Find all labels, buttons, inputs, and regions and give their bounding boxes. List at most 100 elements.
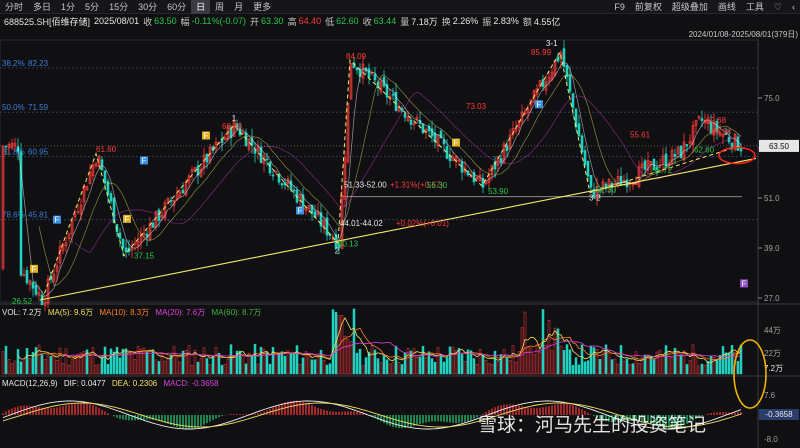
period-tab-9[interactable]: 月 bbox=[234, 1, 244, 12]
highlight-circle bbox=[718, 146, 756, 165]
period-tab-5[interactable]: 30分 bbox=[138, 1, 158, 12]
volume-bar bbox=[322, 360, 326, 375]
volume-bar bbox=[28, 358, 32, 375]
volume-bar bbox=[166, 357, 170, 375]
candle-body bbox=[292, 189, 296, 192]
toolbar-tool-4[interactable]: 工具 bbox=[745, 1, 764, 12]
volume-bar bbox=[592, 347, 596, 375]
volume-bar bbox=[454, 350, 458, 375]
candle-body bbox=[706, 120, 710, 125]
volume-bar bbox=[346, 338, 350, 375]
volume-bar bbox=[475, 363, 479, 375]
period-tab-1[interactable]: 多日 bbox=[33, 1, 52, 12]
candle-body bbox=[124, 247, 128, 253]
macd-tag-bg bbox=[759, 409, 799, 420]
label-69-68: 69.68 bbox=[706, 116, 727, 125]
volume-bar bbox=[445, 357, 449, 375]
period-tab-4[interactable]: 15分 bbox=[109, 1, 129, 12]
label-53-90: 53.90 bbox=[488, 187, 509, 196]
toolbar-tool-6[interactable]: ‹ bbox=[792, 1, 795, 12]
volume-bar bbox=[289, 352, 293, 375]
volume-bar bbox=[169, 354, 173, 375]
volume-bar bbox=[46, 355, 50, 375]
volume-bar bbox=[643, 354, 647, 375]
candle-body bbox=[379, 80, 383, 93]
period-tab-2[interactable]: 1分 bbox=[61, 1, 76, 12]
volume-bar bbox=[286, 350, 290, 375]
volume-bar bbox=[652, 359, 656, 375]
volume-bar bbox=[91, 347, 95, 375]
volume-bar bbox=[532, 354, 536, 375]
candle-body bbox=[403, 113, 407, 118]
volume-bar bbox=[439, 354, 443, 375]
candle-body bbox=[505, 145, 509, 152]
candle-body bbox=[439, 130, 443, 139]
candle-body bbox=[202, 154, 206, 169]
toolbar-tool-5[interactable]: ♡ bbox=[773, 1, 782, 12]
dea-line bbox=[2, 402, 742, 428]
volume-bar bbox=[127, 352, 131, 375]
period-tab-7[interactable]: 日 bbox=[191, 0, 211, 14]
period-tab-0[interactable]: 分时 bbox=[5, 1, 24, 12]
candle-body bbox=[697, 116, 701, 119]
volume-bar bbox=[673, 347, 677, 375]
candle-body bbox=[283, 182, 287, 186]
volume-bar bbox=[175, 356, 179, 375]
end-value: 63.44 bbox=[373, 16, 397, 26]
vol-legend-vol: VOL: 7.2万 bbox=[2, 308, 42, 317]
price-axis-label-4: 27.0 bbox=[764, 294, 780, 303]
toolbar-tool-2[interactable]: 超级叠加 bbox=[671, 1, 708, 12]
candle-body bbox=[133, 242, 137, 245]
candle-body bbox=[640, 163, 644, 169]
candle-body bbox=[214, 141, 218, 149]
badge-f-4 bbox=[202, 131, 210, 140]
toolbar-tool-3[interactable]: 画线 bbox=[717, 1, 736, 12]
volume-bar bbox=[22, 358, 26, 375]
volume-bar bbox=[208, 364, 212, 375]
volume-bar bbox=[586, 360, 590, 375]
volume-bar bbox=[250, 355, 254, 375]
amount-label: 额 bbox=[522, 16, 532, 27]
toolbar-tool-0[interactable]: F9 bbox=[614, 1, 625, 12]
volume-bar bbox=[364, 357, 368, 375]
volume-bar bbox=[337, 315, 341, 375]
volume-bar bbox=[571, 365, 575, 375]
price-axis-label-0: 75.0 bbox=[764, 94, 780, 103]
volume-bar bbox=[235, 350, 239, 375]
volume-bar bbox=[199, 357, 203, 375]
period-tab-10[interactable]: 更多 bbox=[253, 1, 272, 12]
volume-bar bbox=[715, 359, 719, 375]
volume-bar bbox=[448, 346, 452, 375]
volume-bar bbox=[514, 361, 518, 375]
volume-bar bbox=[94, 364, 98, 375]
badge-f-text-8: F bbox=[742, 279, 747, 288]
volume-bar bbox=[646, 354, 650, 375]
candle-body bbox=[337, 244, 341, 248]
volume-bar bbox=[535, 344, 539, 375]
candle-body bbox=[79, 204, 83, 215]
volume-bar bbox=[562, 350, 566, 375]
amount-value: 4.55亿 bbox=[533, 16, 561, 27]
toolbar-tool-1[interactable]: 前复权 bbox=[634, 1, 662, 12]
candle-body bbox=[343, 157, 347, 200]
candle-body bbox=[28, 280, 32, 285]
period-tab-8[interactable]: 周 bbox=[215, 1, 225, 12]
candle-body bbox=[415, 117, 419, 120]
volume-bar bbox=[670, 357, 674, 375]
volume-bar bbox=[283, 355, 287, 375]
open-value: 63.30 bbox=[261, 16, 284, 26]
volume-bar bbox=[253, 343, 257, 375]
period-tab-6[interactable]: 60分 bbox=[167, 1, 187, 12]
volume-bar bbox=[412, 348, 416, 375]
volume-bar bbox=[211, 355, 215, 375]
volume-bar bbox=[430, 358, 434, 375]
label-40-13: 40.13 bbox=[338, 239, 359, 248]
label-44-pct: +0.02%(+0.01) bbox=[396, 219, 449, 228]
ma10-line bbox=[38, 74, 742, 287]
volume-bar bbox=[85, 349, 89, 375]
price-axis-label-3: 39.0 bbox=[764, 244, 780, 253]
volume-bar bbox=[352, 308, 356, 375]
candle-body bbox=[592, 188, 596, 198]
period-tab-3[interactable]: 5分 bbox=[85, 1, 100, 12]
